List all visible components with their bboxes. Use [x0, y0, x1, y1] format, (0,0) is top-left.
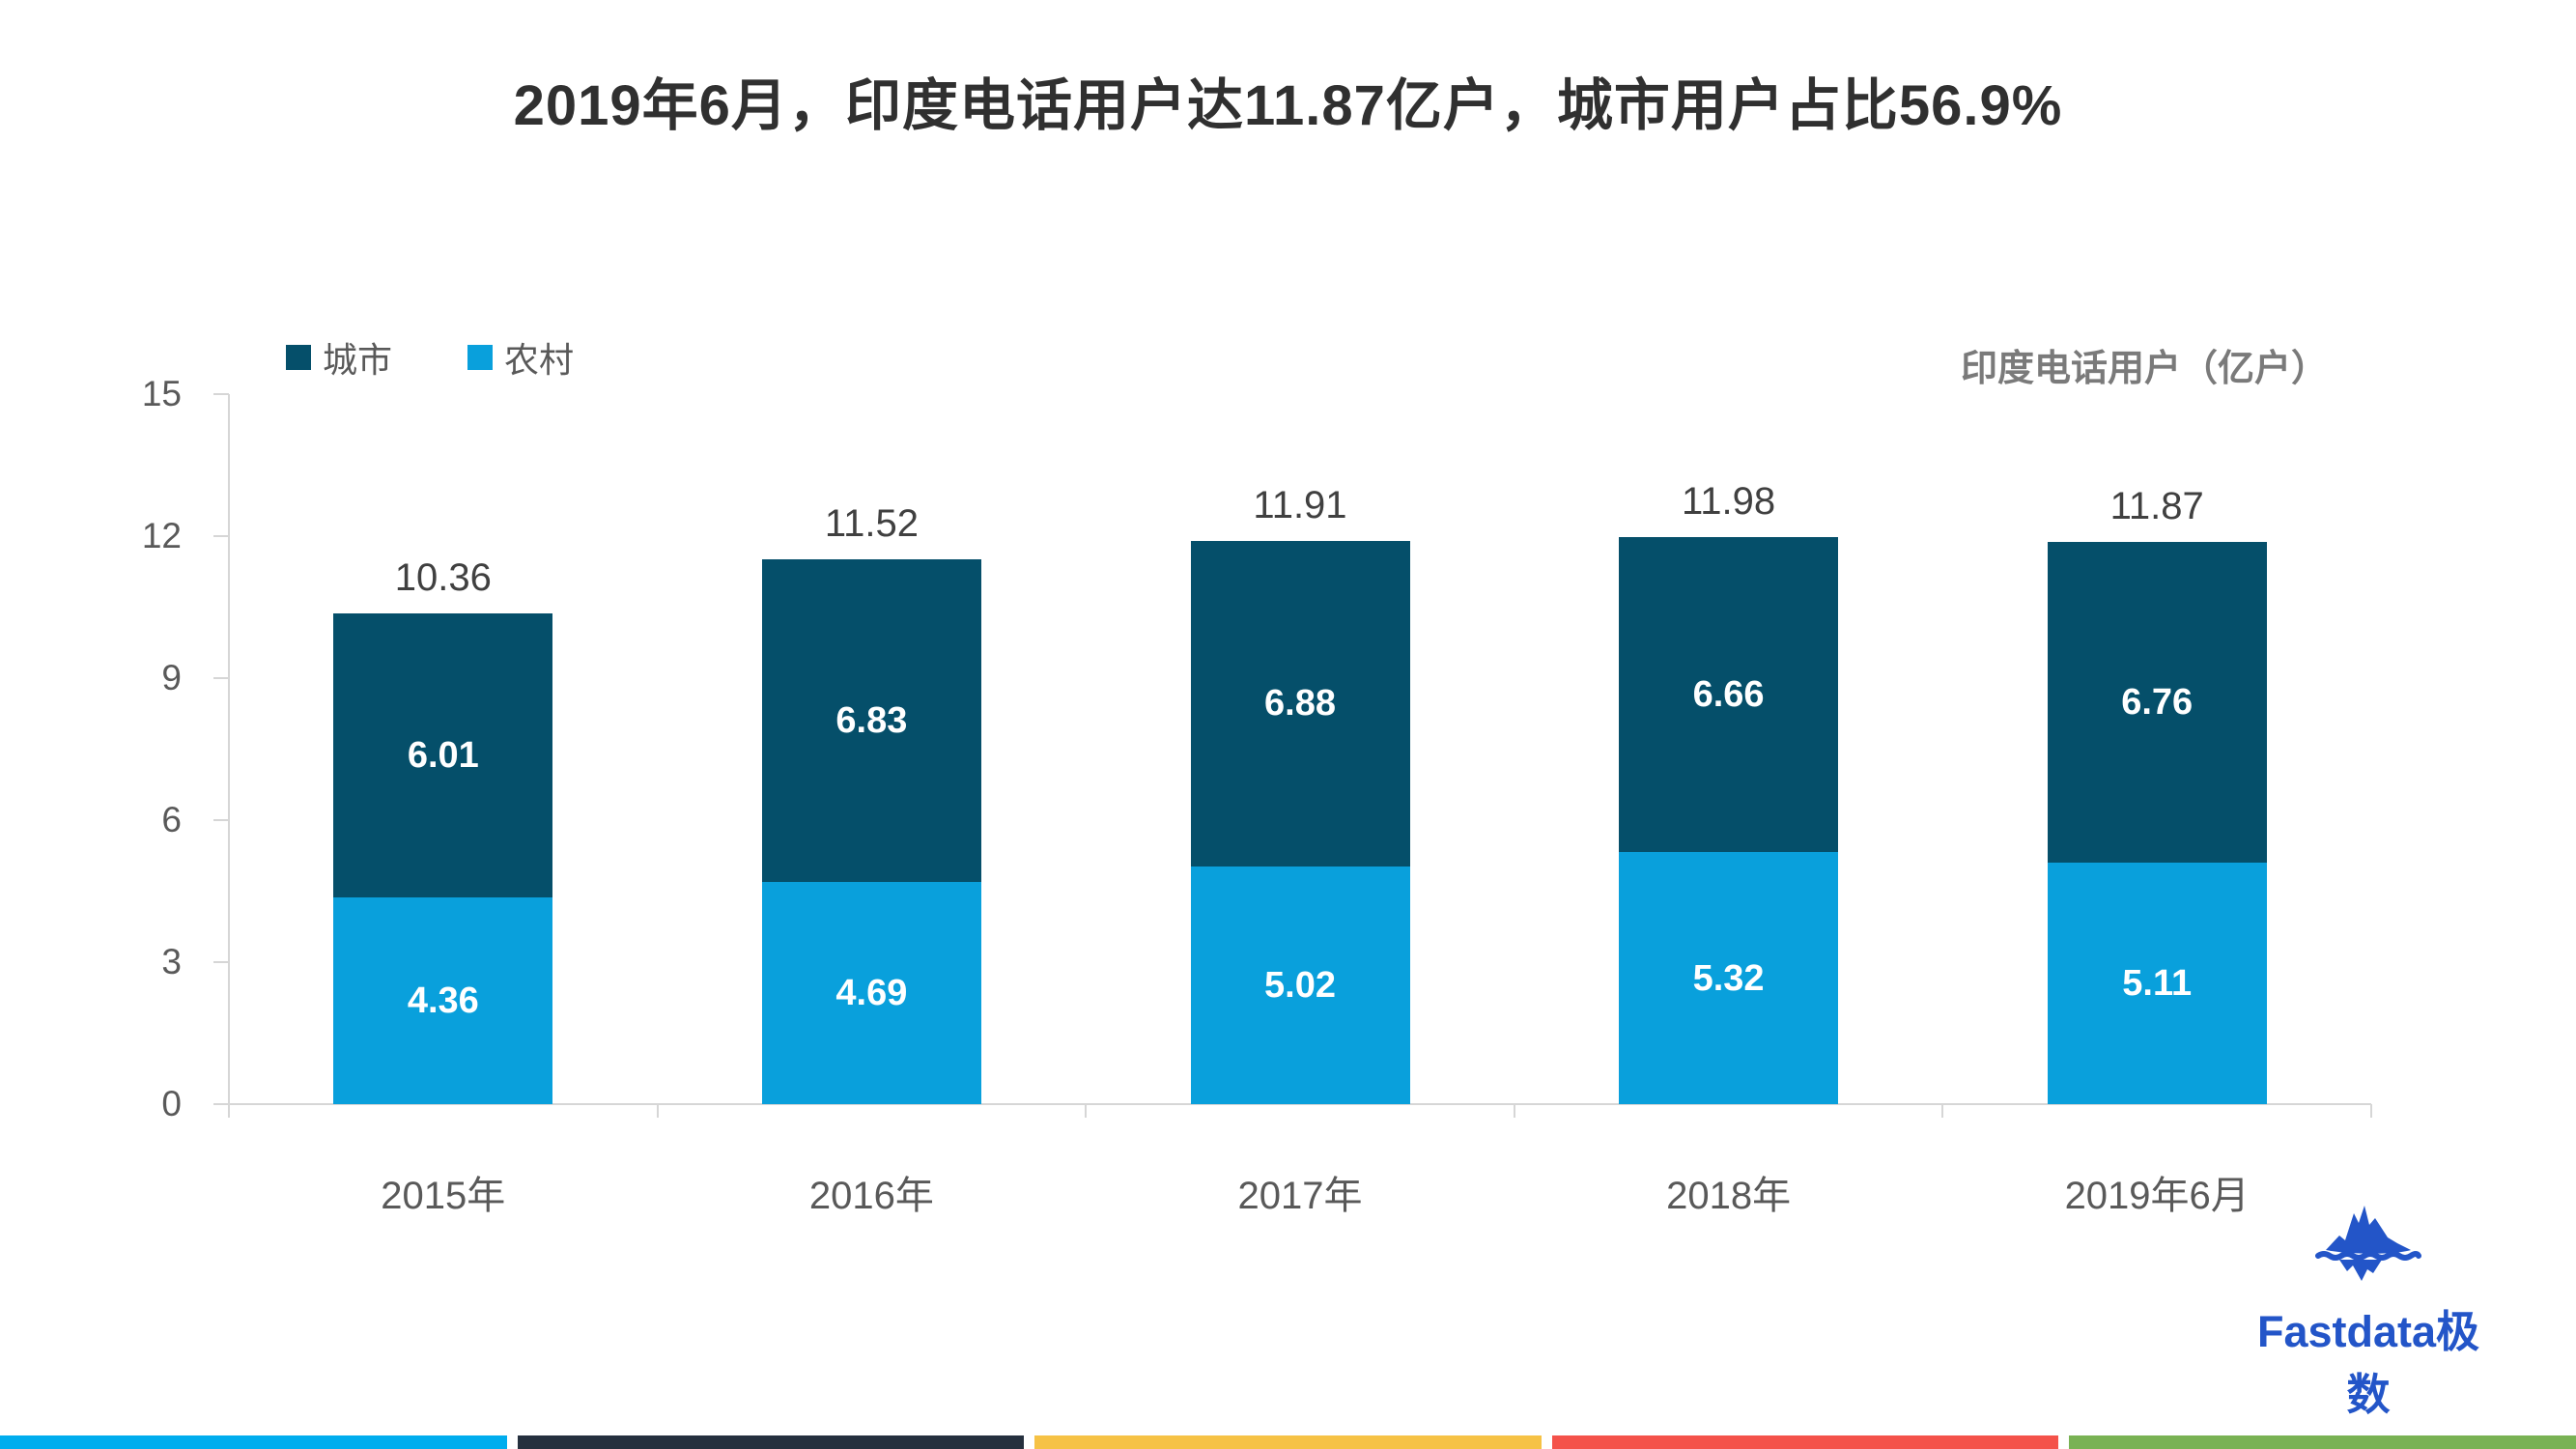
bar-value-label-rural: 4.69 [835, 973, 908, 1014]
bar-value-label-rural: 5.32 [1692, 957, 1765, 999]
footer-stripe-segment-1 [0, 1435, 507, 1449]
x-axis-label: 2018年 [1666, 1175, 1792, 1217]
bar-segment-rural [761, 882, 981, 1104]
x-axis-line [213, 1103, 2371, 1105]
y-tick-label: 9 [161, 658, 182, 697]
y-tick-label: 6 [161, 800, 182, 839]
bar-value-label-rural: 5.02 [1264, 965, 1336, 1006]
y-tick-mark [213, 535, 229, 537]
y-tick-label: 3 [161, 942, 182, 981]
bar-value-label-urban: 6.76 [2121, 681, 2194, 723]
x-tick-mark [2370, 1104, 2372, 1118]
logo-text: Fastdata极数 [2256, 1307, 2480, 1419]
y-tick-mark [213, 677, 229, 679]
y-tick-mark [213, 961, 229, 963]
bar-value-label-urban: 6.01 [407, 735, 479, 777]
footer-stripe-segment-5 [2069, 1435, 2576, 1449]
bar-segment-urban [2047, 542, 2267, 863]
x-tick-mark [228, 1104, 230, 1118]
y-tick-label: 0 [161, 1084, 182, 1123]
y-axis-line [228, 394, 230, 1104]
bar-value-label-rural: 5.11 [2122, 962, 2193, 1004]
bar-value-label-urban: 6.88 [1264, 683, 1336, 724]
bar-value-label-urban: 6.66 [1692, 674, 1765, 716]
total-label: 11.52 [824, 501, 919, 545]
y-tick-label: 15 [141, 374, 182, 413]
footer-stripe-segment-2 [517, 1435, 1025, 1449]
bar-segment-rural [1619, 852, 1839, 1104]
footer-stripe-segment-4 [1551, 1435, 2059, 1449]
x-axis-label: 2017年 [1237, 1175, 1363, 1217]
bar-segment-rural [2047, 862, 2267, 1104]
legend-item-rural: 农村 [467, 332, 574, 383]
bar-value-label-rural: 4.36 [407, 980, 479, 1022]
x-axis-label: 2019年6月 [2064, 1175, 2250, 1217]
legend-swatch-rural [467, 345, 494, 370]
bar-segment-urban [333, 612, 553, 898]
bar-value-label-urban: 6.83 [835, 699, 908, 741]
total-label: 11.91 [1253, 483, 1347, 526]
x-tick-mark [1085, 1104, 1088, 1118]
bar-segment-rural [333, 897, 553, 1104]
y-tick-mark [213, 1103, 229, 1105]
bar-segment-urban [1619, 536, 1839, 853]
total-label: 10.36 [394, 555, 492, 599]
bar-segment-urban [1190, 540, 1410, 867]
bar-segment-urban [761, 558, 981, 883]
iceberg-icon [2315, 1206, 2421, 1281]
x-axis-label: 2015年 [381, 1175, 506, 1217]
legend: 城市 农村 [286, 332, 574, 383]
x-tick-mark [1513, 1104, 1515, 1118]
bar-segment-rural [1190, 867, 1410, 1104]
footer-stripe-segment-3 [1034, 1435, 1542, 1449]
legend-item-urban: 城市 [286, 332, 392, 383]
axis-title: 印度电话用户（亿户） [1960, 349, 2328, 389]
legend-label: 城市 [323, 340, 393, 380]
y-tick-mark [213, 393, 229, 395]
legend-swatch-urban [286, 345, 311, 370]
y-tick-label: 12 [141, 516, 182, 555]
chart-title: 2019年6月，印度电话用户达11.87亿户，城市用户占比56.9% [513, 74, 2063, 137]
total-label: 11.87 [2109, 485, 2204, 528]
x-axis-label: 2016年 [808, 1175, 934, 1217]
logo: Fastdata极数 [2239, 1194, 2498, 1422]
x-tick-mark [1941, 1104, 1944, 1118]
y-tick-mark [213, 819, 229, 821]
legend-label: 农村 [504, 340, 575, 380]
total-label: 11.98 [1682, 479, 1776, 523]
x-tick-mark [656, 1104, 659, 1118]
